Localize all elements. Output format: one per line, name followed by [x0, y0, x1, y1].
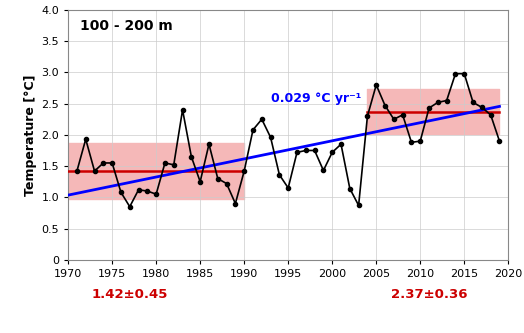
Text: 2.37±0.36: 2.37±0.36	[391, 288, 467, 301]
Y-axis label: Temperature [°C]: Temperature [°C]	[24, 74, 37, 195]
Text: 100 - 200 m: 100 - 200 m	[80, 19, 172, 33]
Text: 0.029 °C yr⁻¹: 0.029 °C yr⁻¹	[270, 92, 361, 106]
Text: 1.42±0.45: 1.42±0.45	[92, 288, 168, 301]
